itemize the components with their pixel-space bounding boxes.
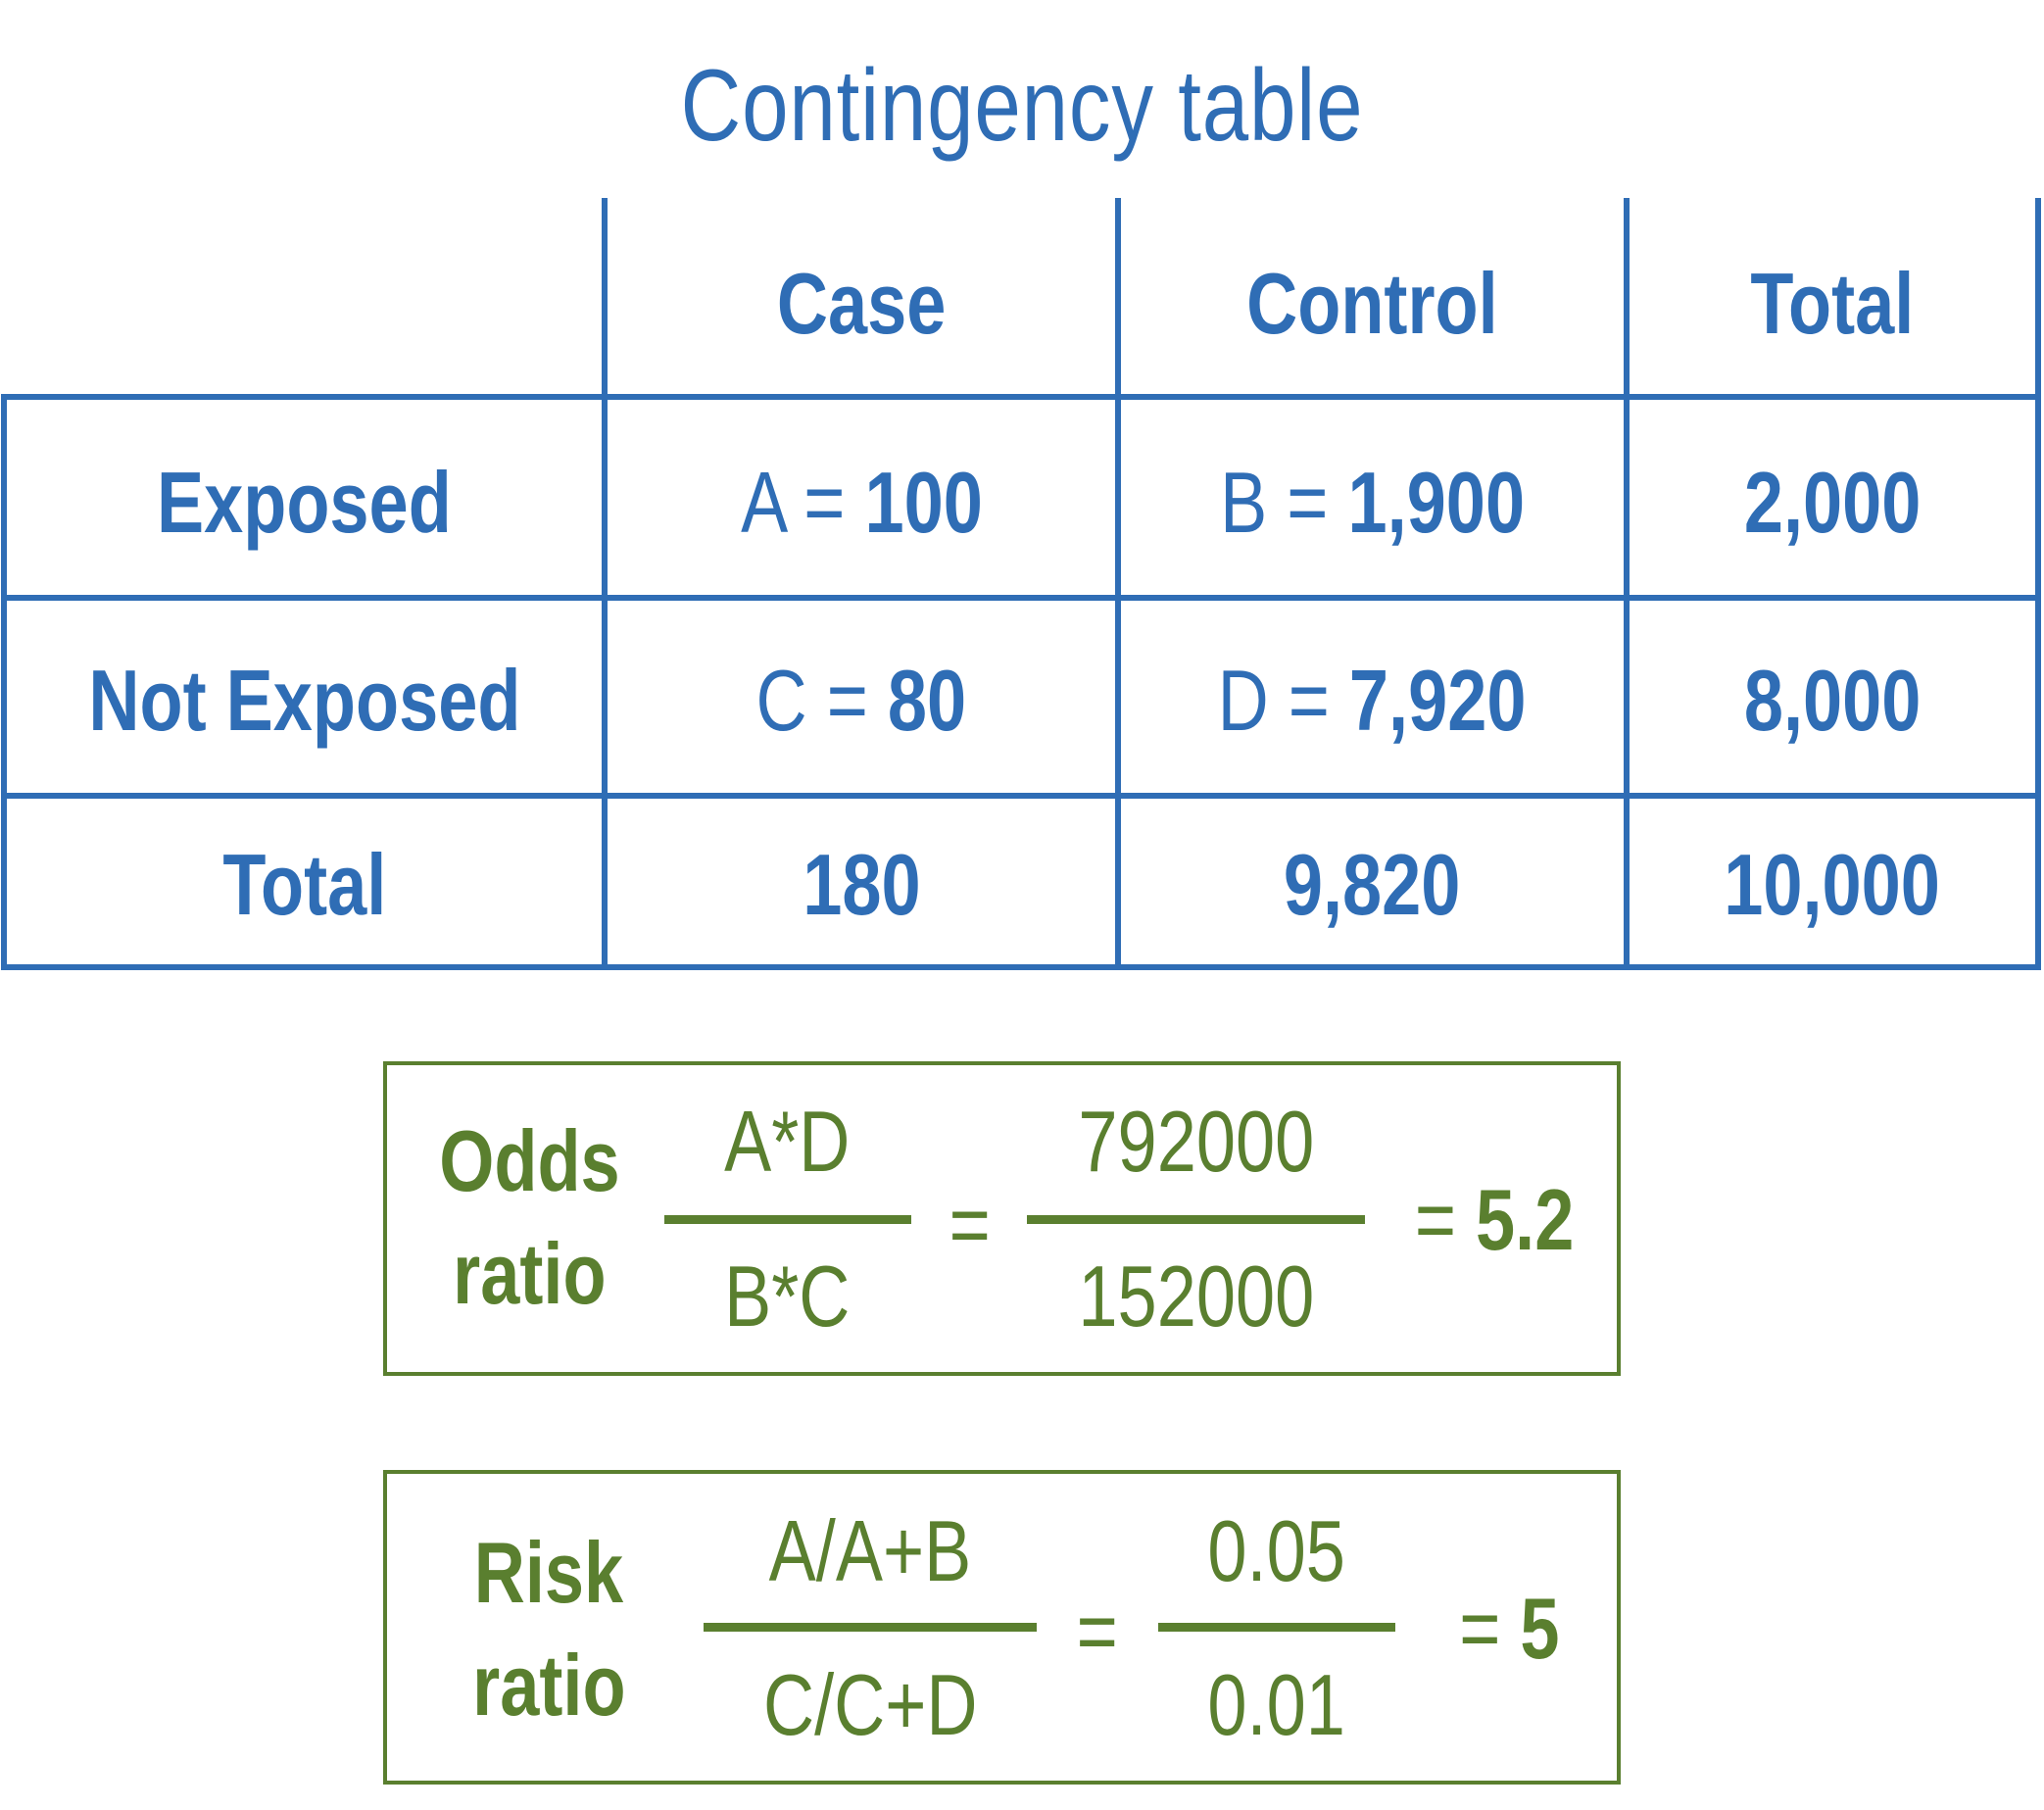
risk-ratio-value-fraction-bar — [1158, 1623, 1395, 1632]
risk-ratio-value-denominator: 0.01 — [1207, 1656, 1346, 1753]
column-header-control: Control — [1246, 255, 1498, 352]
page-title: Contingency table — [680, 49, 1364, 163]
cell-exposed-case: A = 100 — [740, 454, 983, 551]
cell-not-exposed-total: 8,000 — [1743, 652, 1922, 749]
odds-ratio-box — [383, 1061, 1621, 1376]
row-label-not-exposed: Not Exposed — [87, 652, 521, 749]
cell-total-control: 9,820 — [1284, 836, 1461, 933]
risk-ratio-equals: = — [1076, 1583, 1119, 1680]
odds-ratio-formula-numerator: A*D — [723, 1093, 851, 1190]
odds-ratio-formula-fraction-bar — [664, 1215, 911, 1224]
column-header-total: Total — [1750, 255, 1915, 352]
cell-exposed-control: B = 1,900 — [1220, 454, 1525, 551]
risk-ratio-result: = 5 — [1458, 1580, 1560, 1677]
row-label-exposed: Exposed — [157, 454, 452, 551]
risk-ratio-formula-denominator: C/C+D — [762, 1656, 978, 1753]
odds-ratio-formula-denominator: B*C — [723, 1247, 851, 1345]
odds-ratio-value-numerator: 792000 — [1078, 1093, 1314, 1190]
column-header-case: Case — [776, 255, 947, 352]
odds-ratio-equals: = — [949, 1176, 992, 1273]
odds-ratio-value-denominator: 152000 — [1078, 1247, 1314, 1345]
odds-ratio-label-line2: ratio — [452, 1225, 607, 1322]
risk-ratio-value-numerator: 0.05 — [1207, 1502, 1346, 1599]
risk-ratio-box — [383, 1470, 1621, 1785]
cell-not-exposed-case: C = 80 — [755, 652, 967, 749]
cell-exposed-total: 2,000 — [1743, 454, 1922, 551]
odds-ratio-label-line1: Odds — [438, 1112, 620, 1209]
odds-ratio-result: = 5.2 — [1414, 1171, 1575, 1268]
risk-ratio-formula-fraction-bar — [704, 1623, 1037, 1632]
risk-ratio-label-line1: Risk — [473, 1524, 624, 1621]
odds-ratio-value-fraction-bar — [1027, 1215, 1365, 1224]
cell-total-total: 10,000 — [1724, 836, 1941, 933]
risk-ratio-label-line2: ratio — [471, 1637, 626, 1734]
risk-ratio-formula-numerator: A/A+B — [768, 1502, 972, 1599]
row-label-total: Total — [221, 836, 386, 933]
cell-total-case: 180 — [802, 836, 921, 933]
cell-not-exposed-control: D = 7,920 — [1218, 652, 1527, 749]
